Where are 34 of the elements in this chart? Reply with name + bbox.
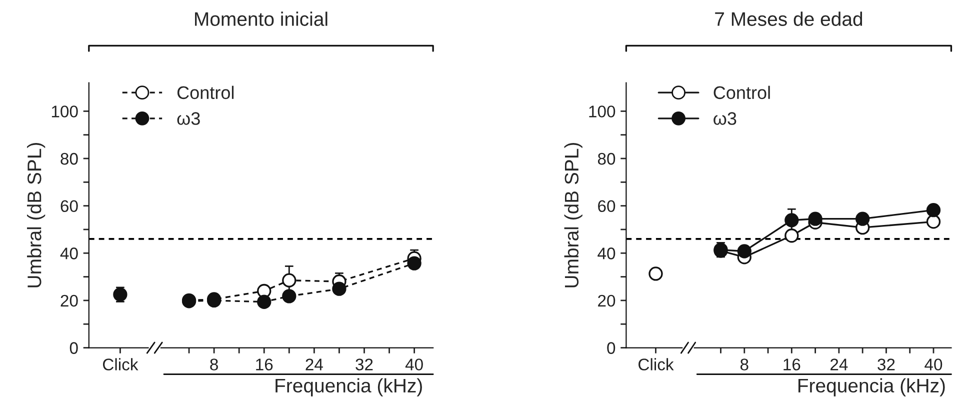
x-tick-label: 8 <box>210 358 218 370</box>
chart-title: Momento inicial <box>195 12 328 26</box>
y-tick-label: 0 <box>70 342 78 354</box>
x-axis-title: Frequencia (kHz) <box>276 378 422 396</box>
y-tick-label: 0 <box>607 342 616 354</box>
x-tick-label: 32 <box>878 358 895 370</box>
x-tick-label: 24 <box>306 358 323 370</box>
legend-label: Control <box>177 86 234 100</box>
y-tick-label: 80 <box>60 152 78 165</box>
x-tick-label: 40 <box>924 358 942 370</box>
x-tick-label: 16 <box>784 358 800 370</box>
y-tick-label: 40 <box>60 248 78 260</box>
chart-title: 7 Meses de edad <box>715 12 862 26</box>
x-tick-label: 40 <box>405 358 423 370</box>
y-axis-title: Umbral (dB SPL) <box>27 143 46 288</box>
y-tick-label: 20 <box>598 294 616 307</box>
x-tick-label: 24 <box>830 358 848 370</box>
x-axis-title: Frequencia (kHz) <box>798 378 945 396</box>
legend-label: ω3 <box>714 112 736 125</box>
y-tick-label: 20 <box>60 294 78 307</box>
x-tick-label: Click <box>638 358 674 370</box>
x-tick-label: 16 <box>256 358 273 370</box>
y-tick-label: 40 <box>598 248 616 260</box>
x-tick-label: 32 <box>356 358 373 370</box>
y-axis-title: Umbral (dB SPL) <box>564 143 582 288</box>
y-tick-label: 100 <box>589 106 616 118</box>
y-tick-label: 60 <box>598 200 616 212</box>
y-tick-label: 100 <box>52 106 78 118</box>
x-tick-label: 8 <box>740 358 748 370</box>
y-tick-label: 80 <box>598 152 616 165</box>
x-tick-label: Click <box>102 358 138 370</box>
legend-label: Control <box>714 86 770 100</box>
legend-label: ω3 <box>177 112 200 125</box>
y-tick-label: 60 <box>60 200 78 212</box>
